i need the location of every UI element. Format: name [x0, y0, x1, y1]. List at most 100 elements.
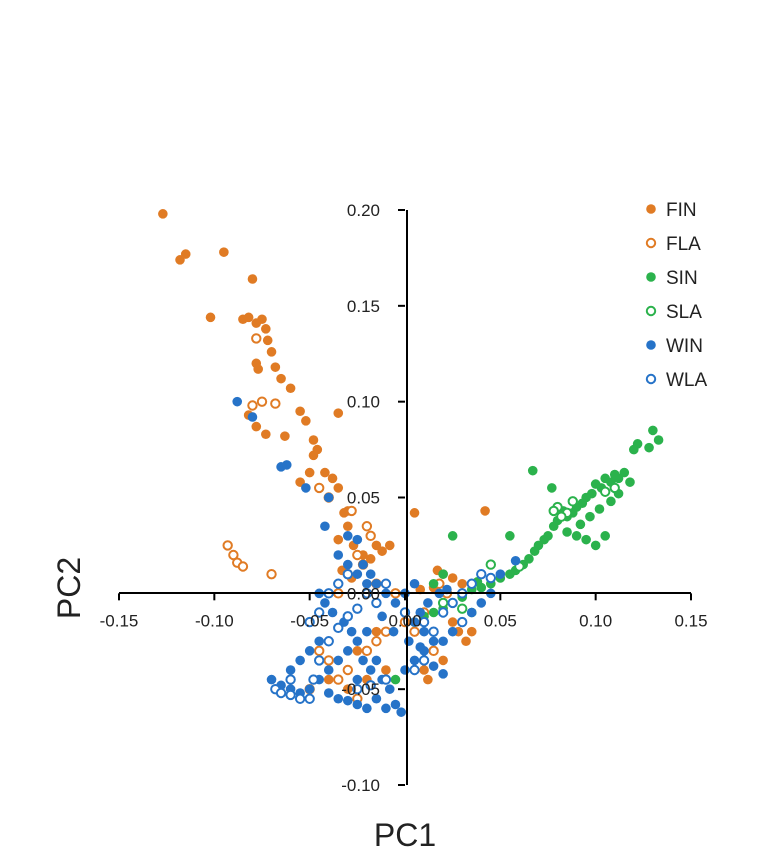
point-fla	[371, 636, 382, 647]
point-sin	[629, 444, 639, 455]
point-wla	[314, 607, 325, 618]
point-sin	[527, 465, 538, 476]
point-sin	[505, 531, 515, 541]
point-win	[320, 521, 330, 532]
point-fla	[352, 549, 363, 561]
point-win	[323, 688, 334, 698]
point-fin	[323, 674, 334, 685]
point-fla	[333, 674, 344, 685]
point-win	[409, 578, 420, 589]
point-sin	[390, 674, 401, 685]
x-tick-label: 0.00	[388, 611, 421, 630]
point-win	[304, 684, 315, 694]
point-fla	[222, 540, 233, 551]
point-wla	[437, 607, 449, 618]
y-tick-label: 0.00	[347, 584, 380, 603]
point-sla	[437, 597, 449, 609]
point-win	[232, 396, 243, 407]
point-sin	[590, 479, 601, 489]
point-wla	[342, 568, 353, 580]
point-fla	[365, 530, 376, 542]
point-sla	[556, 511, 567, 522]
point-fin	[327, 473, 338, 484]
point-win	[352, 699, 363, 710]
point-wla	[466, 578, 477, 589]
point-fin	[280, 431, 290, 441]
point-fin	[333, 534, 344, 545]
point-fin	[343, 684, 353, 694]
point-win	[333, 655, 344, 666]
point-win	[333, 550, 344, 560]
point-win	[358, 559, 368, 570]
y-tick-label: -0.10	[341, 776, 380, 795]
point-sin	[529, 546, 540, 556]
point-win	[466, 607, 477, 618]
point-win	[323, 492, 334, 503]
point-fin	[461, 636, 471, 647]
point-fin	[261, 324, 271, 334]
point-fin	[457, 578, 468, 589]
point-win	[295, 655, 305, 666]
point-win	[438, 636, 448, 647]
point-fin	[251, 421, 262, 432]
point-fin	[447, 617, 458, 627]
point-win	[384, 684, 395, 694]
point-fin	[365, 554, 376, 564]
point-fla	[409, 626, 420, 637]
point-win	[371, 578, 382, 589]
point-sin	[609, 469, 620, 480]
point-win	[343, 695, 353, 706]
y-tick-label: 0.20	[347, 201, 380, 220]
point-sin	[428, 607, 439, 618]
point-sin	[625, 477, 635, 487]
point-win	[358, 655, 368, 666]
point-fin	[333, 483, 344, 493]
point-fin	[247, 274, 258, 284]
point-win	[476, 598, 487, 608]
point-fla	[361, 645, 373, 657]
point-win	[327, 607, 338, 618]
point-sin	[606, 496, 616, 507]
point-fin	[308, 435, 319, 445]
legend-marker-win	[646, 340, 656, 350]
point-fin	[261, 429, 271, 440]
point-fin	[243, 312, 254, 323]
point-win	[301, 483, 311, 493]
point-win	[428, 661, 439, 671]
point-fin	[205, 312, 216, 323]
point-fla	[251, 333, 262, 344]
point-win	[377, 611, 387, 622]
y-tick-label: -0.05	[341, 680, 380, 699]
point-wla	[352, 683, 363, 695]
point-win	[362, 703, 372, 714]
point-wla	[409, 664, 420, 676]
point-fin	[308, 450, 319, 461]
point-wla	[418, 616, 430, 628]
point-wla	[352, 603, 363, 614]
point-fla	[266, 568, 277, 580]
x-tick-label: -0.15	[100, 611, 139, 630]
point-fin	[371, 626, 382, 637]
point-win	[495, 569, 506, 579]
x-axis-title: PC1	[374, 817, 436, 853]
point-sla	[609, 482, 620, 494]
point-fin	[257, 314, 267, 325]
x-tick-label: -0.10	[195, 611, 234, 630]
point-fla	[428, 645, 439, 657]
point-sin	[644, 442, 654, 453]
legend-marker-fin	[646, 204, 656, 214]
point-win	[396, 707, 406, 717]
point-fla	[237, 561, 249, 572]
point-win	[438, 669, 448, 679]
point-win	[510, 555, 521, 566]
point-sin	[590, 540, 601, 551]
point-fin	[253, 364, 263, 374]
legend-marker-sin	[646, 272, 656, 282]
point-sin	[447, 531, 458, 541]
point-wla	[304, 616, 315, 628]
point-sin	[547, 483, 557, 493]
point-fin	[219, 247, 229, 257]
point-win	[343, 531, 353, 541]
point-win	[400, 665, 410, 675]
point-fin	[180, 249, 191, 259]
